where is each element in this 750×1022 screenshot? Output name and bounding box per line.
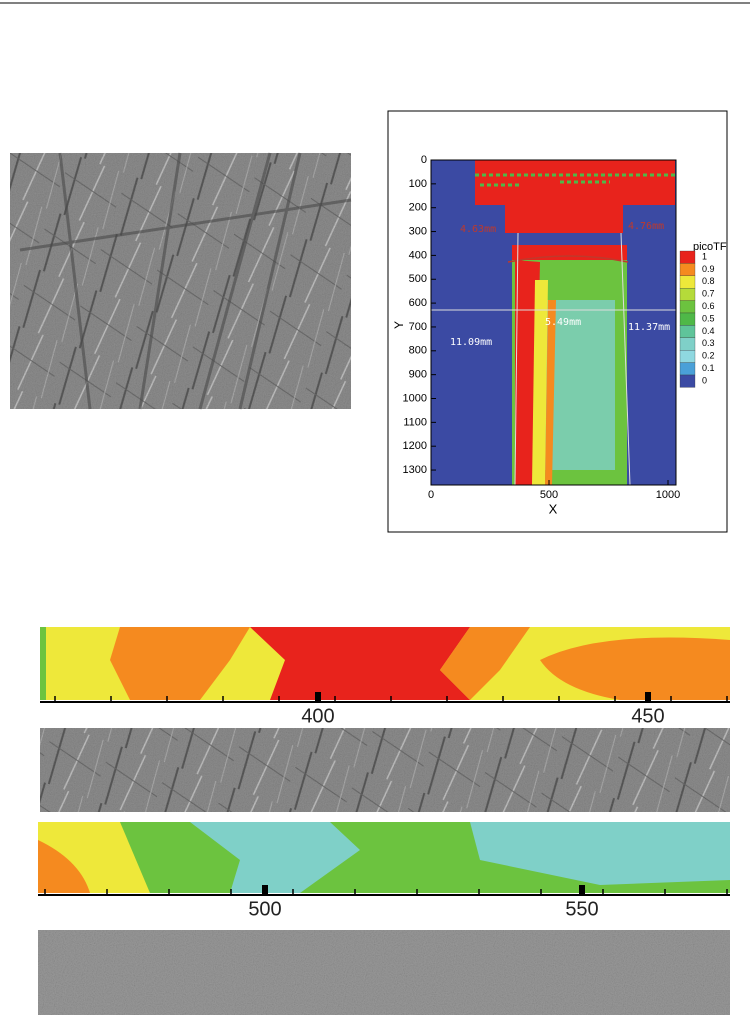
legend-swatch xyxy=(679,275,696,289)
y-tick-label: 500 xyxy=(409,273,427,285)
legend-label: 1 xyxy=(702,251,707,261)
legend-swatch xyxy=(679,300,696,314)
strip-tick-label: 450 xyxy=(631,705,664,727)
strip-major-tick xyxy=(262,885,268,895)
y-tick-label: 300 xyxy=(409,225,427,237)
strip-major-tick xyxy=(579,885,585,895)
sem-image xyxy=(10,152,352,410)
legend-label: 0 xyxy=(702,375,707,385)
legend-label: 0.4 xyxy=(702,326,715,336)
y-tick-label: 800 xyxy=(409,345,427,357)
y-tick-label: 1200 xyxy=(403,440,427,452)
plot-annotation: 11.37mm xyxy=(628,322,670,333)
y-tick-label: 1300 xyxy=(403,464,427,476)
y-tick-label: 100 xyxy=(409,178,427,190)
plot-annotation: 11.09mm xyxy=(450,337,492,348)
legend-title: picoTF xyxy=(693,241,727,253)
legend-swatch xyxy=(679,350,696,363)
legend-swatch xyxy=(679,263,696,276)
legend-label: 0.9 xyxy=(702,264,715,274)
y-tick-label: 1000 xyxy=(403,392,427,404)
strip-major-tick xyxy=(315,692,321,702)
legend-swatch xyxy=(679,362,696,376)
legend-label: 0.2 xyxy=(702,351,715,361)
strip-tick-label: 500 xyxy=(248,898,281,920)
y-tick-label: 600 xyxy=(409,297,427,309)
y-tick-label: 1100 xyxy=(403,416,427,428)
plot-annotation: 4.76mm xyxy=(628,221,664,232)
x-tick-label: 0 xyxy=(428,489,434,501)
legend-swatch xyxy=(679,250,696,264)
legend-label: 0.3 xyxy=(702,338,715,348)
y-axis-label: Y xyxy=(392,321,406,329)
y-tick-label: 900 xyxy=(409,369,427,381)
plot-annotation: 4.63mm xyxy=(460,224,496,235)
sem-strip-1 xyxy=(40,728,730,812)
sem-strip-2 xyxy=(38,930,730,1015)
contour-plot xyxy=(430,159,677,486)
legend-label: 0.8 xyxy=(702,276,715,286)
legend-swatch xyxy=(679,325,696,338)
plot-annotation: 5.49mm xyxy=(545,317,581,328)
color-strip-1 xyxy=(40,627,730,703)
x-axis-label: X xyxy=(549,501,558,516)
strip-major-tick xyxy=(645,692,651,702)
strip-tick-label: 550 xyxy=(565,898,598,920)
y-tick-label: 400 xyxy=(409,249,427,261)
legend-swatch xyxy=(679,312,696,326)
legend-swatch xyxy=(679,374,696,388)
y-tick-label: 700 xyxy=(409,321,427,333)
legend-swatch xyxy=(679,288,696,301)
legend-label: 0.5 xyxy=(702,313,715,323)
color-strip-2 xyxy=(38,822,730,896)
strip-tick-label: 400 xyxy=(301,705,334,727)
y-tick-label: 0 xyxy=(421,154,427,166)
legend-label: 0.1 xyxy=(702,363,715,373)
legend-label: 0.6 xyxy=(702,301,715,311)
x-tick-label: 500 xyxy=(540,489,558,501)
x-tick-label: 1000 xyxy=(656,489,680,501)
legend-swatch xyxy=(679,337,696,351)
y-tick-label: 200 xyxy=(409,202,427,214)
legend-label: 0.7 xyxy=(702,289,715,299)
